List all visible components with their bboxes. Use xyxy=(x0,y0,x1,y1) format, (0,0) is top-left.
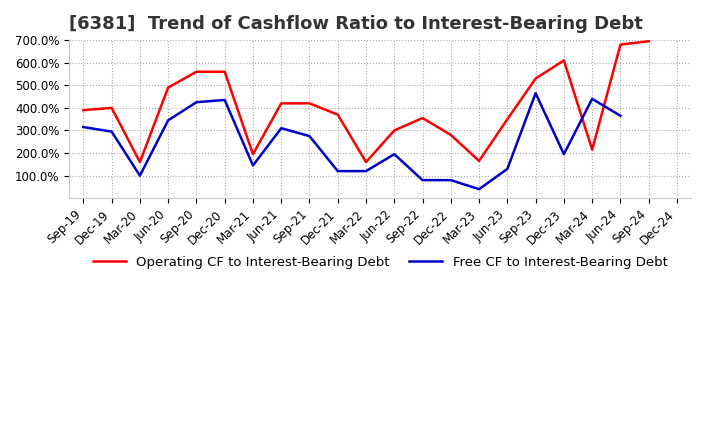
Legend: Operating CF to Interest-Bearing Debt, Free CF to Interest-Bearing Debt: Operating CF to Interest-Bearing Debt, F… xyxy=(87,250,673,274)
Operating CF to Interest-Bearing Debt xyxy=(79,107,88,113)
Free CF to Interest-Bearing Debt xyxy=(559,151,568,157)
Operating CF to Interest-Bearing Debt xyxy=(503,117,512,122)
Text: [6381]  Trend of Cashflow Ratio to Interest-Bearing Debt: [6381] Trend of Cashflow Ratio to Intere… xyxy=(69,15,643,33)
Line: Operating CF to Interest-Bearing Debt: Operating CF to Interest-Bearing Debt xyxy=(84,41,649,162)
Operating CF to Interest-Bearing Debt xyxy=(559,58,568,63)
Operating CF to Interest-Bearing Debt xyxy=(107,105,116,110)
Free CF to Interest-Bearing Debt xyxy=(277,125,286,131)
Operating CF to Interest-Bearing Debt xyxy=(135,159,144,165)
Operating CF to Interest-Bearing Debt xyxy=(531,76,540,81)
Free CF to Interest-Bearing Debt xyxy=(248,163,257,168)
Operating CF to Interest-Bearing Debt xyxy=(474,158,483,164)
Free CF to Interest-Bearing Debt xyxy=(333,169,342,174)
Operating CF to Interest-Bearing Debt xyxy=(277,101,286,106)
Operating CF to Interest-Bearing Debt xyxy=(248,151,257,157)
Operating CF to Interest-Bearing Debt xyxy=(220,69,229,74)
Free CF to Interest-Bearing Debt xyxy=(192,99,201,105)
Operating CF to Interest-Bearing Debt xyxy=(361,159,370,165)
Free CF to Interest-Bearing Debt xyxy=(588,96,596,102)
Free CF to Interest-Bearing Debt xyxy=(164,117,173,123)
Free CF to Interest-Bearing Debt xyxy=(220,97,229,103)
Operating CF to Interest-Bearing Debt xyxy=(192,69,201,74)
Operating CF to Interest-Bearing Debt xyxy=(644,39,653,44)
Operating CF to Interest-Bearing Debt xyxy=(588,147,596,152)
Operating CF to Interest-Bearing Debt xyxy=(390,128,399,133)
Operating CF to Interest-Bearing Debt xyxy=(333,112,342,117)
Free CF to Interest-Bearing Debt xyxy=(305,133,314,139)
Operating CF to Interest-Bearing Debt xyxy=(446,132,455,138)
Free CF to Interest-Bearing Debt xyxy=(361,169,370,174)
Operating CF to Interest-Bearing Debt xyxy=(164,85,173,90)
Operating CF to Interest-Bearing Debt xyxy=(616,42,625,47)
Free CF to Interest-Bearing Debt xyxy=(531,91,540,96)
Operating CF to Interest-Bearing Debt xyxy=(305,101,314,106)
Free CF to Interest-Bearing Debt xyxy=(446,177,455,183)
Free CF to Interest-Bearing Debt xyxy=(390,151,399,157)
Free CF to Interest-Bearing Debt xyxy=(135,173,144,178)
Free CF to Interest-Bearing Debt xyxy=(107,129,116,134)
Free CF to Interest-Bearing Debt xyxy=(503,166,512,172)
Operating CF to Interest-Bearing Debt xyxy=(418,115,427,121)
Free CF to Interest-Bearing Debt xyxy=(474,187,483,192)
Free CF to Interest-Bearing Debt xyxy=(418,177,427,183)
Line: Free CF to Interest-Bearing Debt: Free CF to Interest-Bearing Debt xyxy=(84,93,621,189)
Free CF to Interest-Bearing Debt xyxy=(79,125,88,130)
Free CF to Interest-Bearing Debt xyxy=(616,113,625,118)
